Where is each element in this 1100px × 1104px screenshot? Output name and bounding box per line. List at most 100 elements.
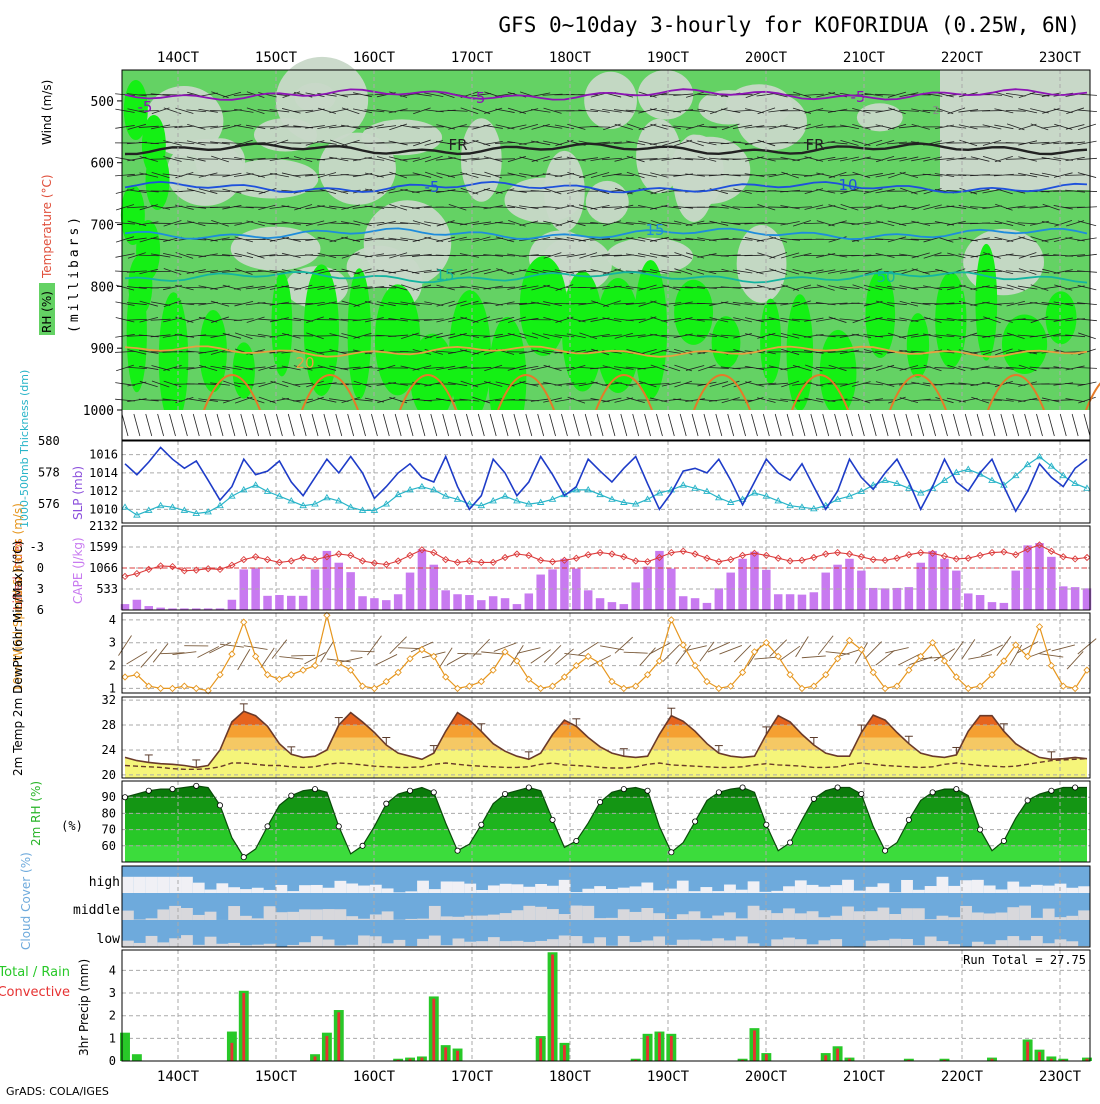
slp-tick-label: 1010: [89, 502, 118, 516]
cape-bar: [881, 588, 889, 610]
cloud-bar: [547, 886, 559, 893]
cloud-bar: [370, 914, 382, 920]
rh-marker: [336, 824, 341, 829]
cape-bar: [1071, 587, 1079, 610]
cloud-bar: [275, 885, 287, 893]
rh-dry-area: [505, 178, 581, 223]
cloud-bar: [169, 906, 181, 920]
cloud-bar: [405, 919, 417, 920]
cloud-bar: [228, 943, 240, 947]
cloud-bar: [630, 886, 642, 893]
thickness-tick-label: 578: [38, 466, 60, 480]
wind-barb: [400, 175, 420, 176]
footer-credit: GrADS: COLA/IGES: [6, 1085, 109, 1098]
cape-bar: [833, 565, 841, 610]
cape-bar: [810, 592, 818, 610]
rh-marker: [764, 822, 769, 827]
cape-bar: [1047, 557, 1055, 610]
cloud-bar: [677, 940, 689, 947]
precip-convective-bar: [824, 1055, 827, 1061]
contour-label: FR: [805, 136, 824, 154]
cloud-bar: [807, 911, 819, 920]
cloud-bar: [842, 906, 854, 920]
cloud-bar: [653, 936, 665, 947]
precip-convective-bar: [670, 1036, 673, 1061]
cape-bar: [382, 600, 390, 610]
cloud-bar: [736, 918, 748, 920]
cloud-bar: [677, 914, 689, 920]
precip-convective-bar: [551, 955, 554, 1061]
cloud-bar: [913, 890, 925, 893]
cloud-bar: [157, 877, 169, 893]
top-date-label: 15OCT: [255, 50, 298, 66]
cloud-bar: [394, 892, 406, 893]
cloud-bar: [405, 891, 417, 893]
cloud-bar: [618, 888, 630, 893]
cape-bar: [311, 569, 319, 610]
rh-marker: [431, 790, 436, 795]
bottom-date-label: 17OCT: [451, 1069, 494, 1085]
cloud-bar: [299, 942, 311, 947]
rh2m-axis-label: 2m RH (%): [29, 781, 43, 846]
cape-tick-label: 2132: [89, 519, 118, 533]
cloud-bar: [700, 918, 712, 920]
cape-bar: [335, 563, 343, 610]
cloud-bar: [523, 906, 535, 920]
cloud-bar: [830, 916, 842, 920]
cloud-bar: [594, 886, 606, 893]
cloud-bar: [382, 911, 394, 920]
cloud-bar: [712, 916, 724, 920]
cloud-bar: [1066, 916, 1078, 920]
cape-bar: [715, 588, 723, 610]
bottom-date-label: 16OCT: [353, 1069, 396, 1085]
cape-bar: [643, 567, 651, 610]
cloud-bar: [394, 940, 406, 947]
cloud-bar: [500, 913, 512, 920]
cloud-bar: [358, 935, 370, 947]
pressure-tick-label: 900: [91, 342, 114, 357]
rh-dry-area: [737, 225, 787, 303]
cape-bar: [287, 596, 295, 610]
cloud-bar: [937, 941, 949, 947]
cloud-bar: [512, 884, 524, 893]
cloud-bar: [429, 906, 441, 920]
rh-band: [122, 830, 1090, 846]
cloud-bar: [807, 885, 819, 893]
li-tick-label: -3: [30, 540, 44, 554]
cape-bar: [821, 573, 829, 610]
wind-barb: [590, 127, 610, 128]
cape-bar: [465, 595, 473, 610]
cloud-bar: [606, 889, 618, 893]
rh-marker: [146, 788, 151, 793]
cloud-bar: [429, 889, 441, 893]
wind-barb: [982, 239, 1002, 240]
rh-marker: [265, 824, 270, 829]
cape-bar: [952, 571, 960, 610]
cloud-bar: [582, 889, 594, 893]
cape-tick-label: 1066: [89, 561, 118, 575]
precip-tick-label: 4: [109, 963, 116, 977]
cloud-bar: [630, 912, 642, 920]
thickness-tick-label: 576: [38, 497, 60, 511]
cloud-bar: [311, 885, 323, 893]
rh-marker: [740, 785, 745, 790]
cloud-bar: [889, 939, 901, 947]
cloud-bar: [252, 918, 264, 920]
precip-convective-bar: [242, 993, 245, 1061]
cloud-bar: [559, 914, 571, 920]
rh-marker: [669, 850, 674, 855]
cloud-bar: [748, 943, 760, 947]
cape-bar: [263, 596, 271, 610]
slp-axis-label: SLP (mb): [71, 466, 85, 520]
cloud-bar: [205, 890, 217, 893]
cloud-bar: [606, 918, 618, 920]
cape-bar: [346, 572, 354, 610]
wind-barb: [436, 384, 456, 385]
precip-total-legend: Total / Rain: [0, 965, 70, 980]
cloud-bar: [771, 939, 783, 947]
rh-marker: [1001, 838, 1006, 843]
cloud-bar: [134, 943, 146, 947]
wind-axis-label: Wind (m/s): [40, 80, 54, 145]
